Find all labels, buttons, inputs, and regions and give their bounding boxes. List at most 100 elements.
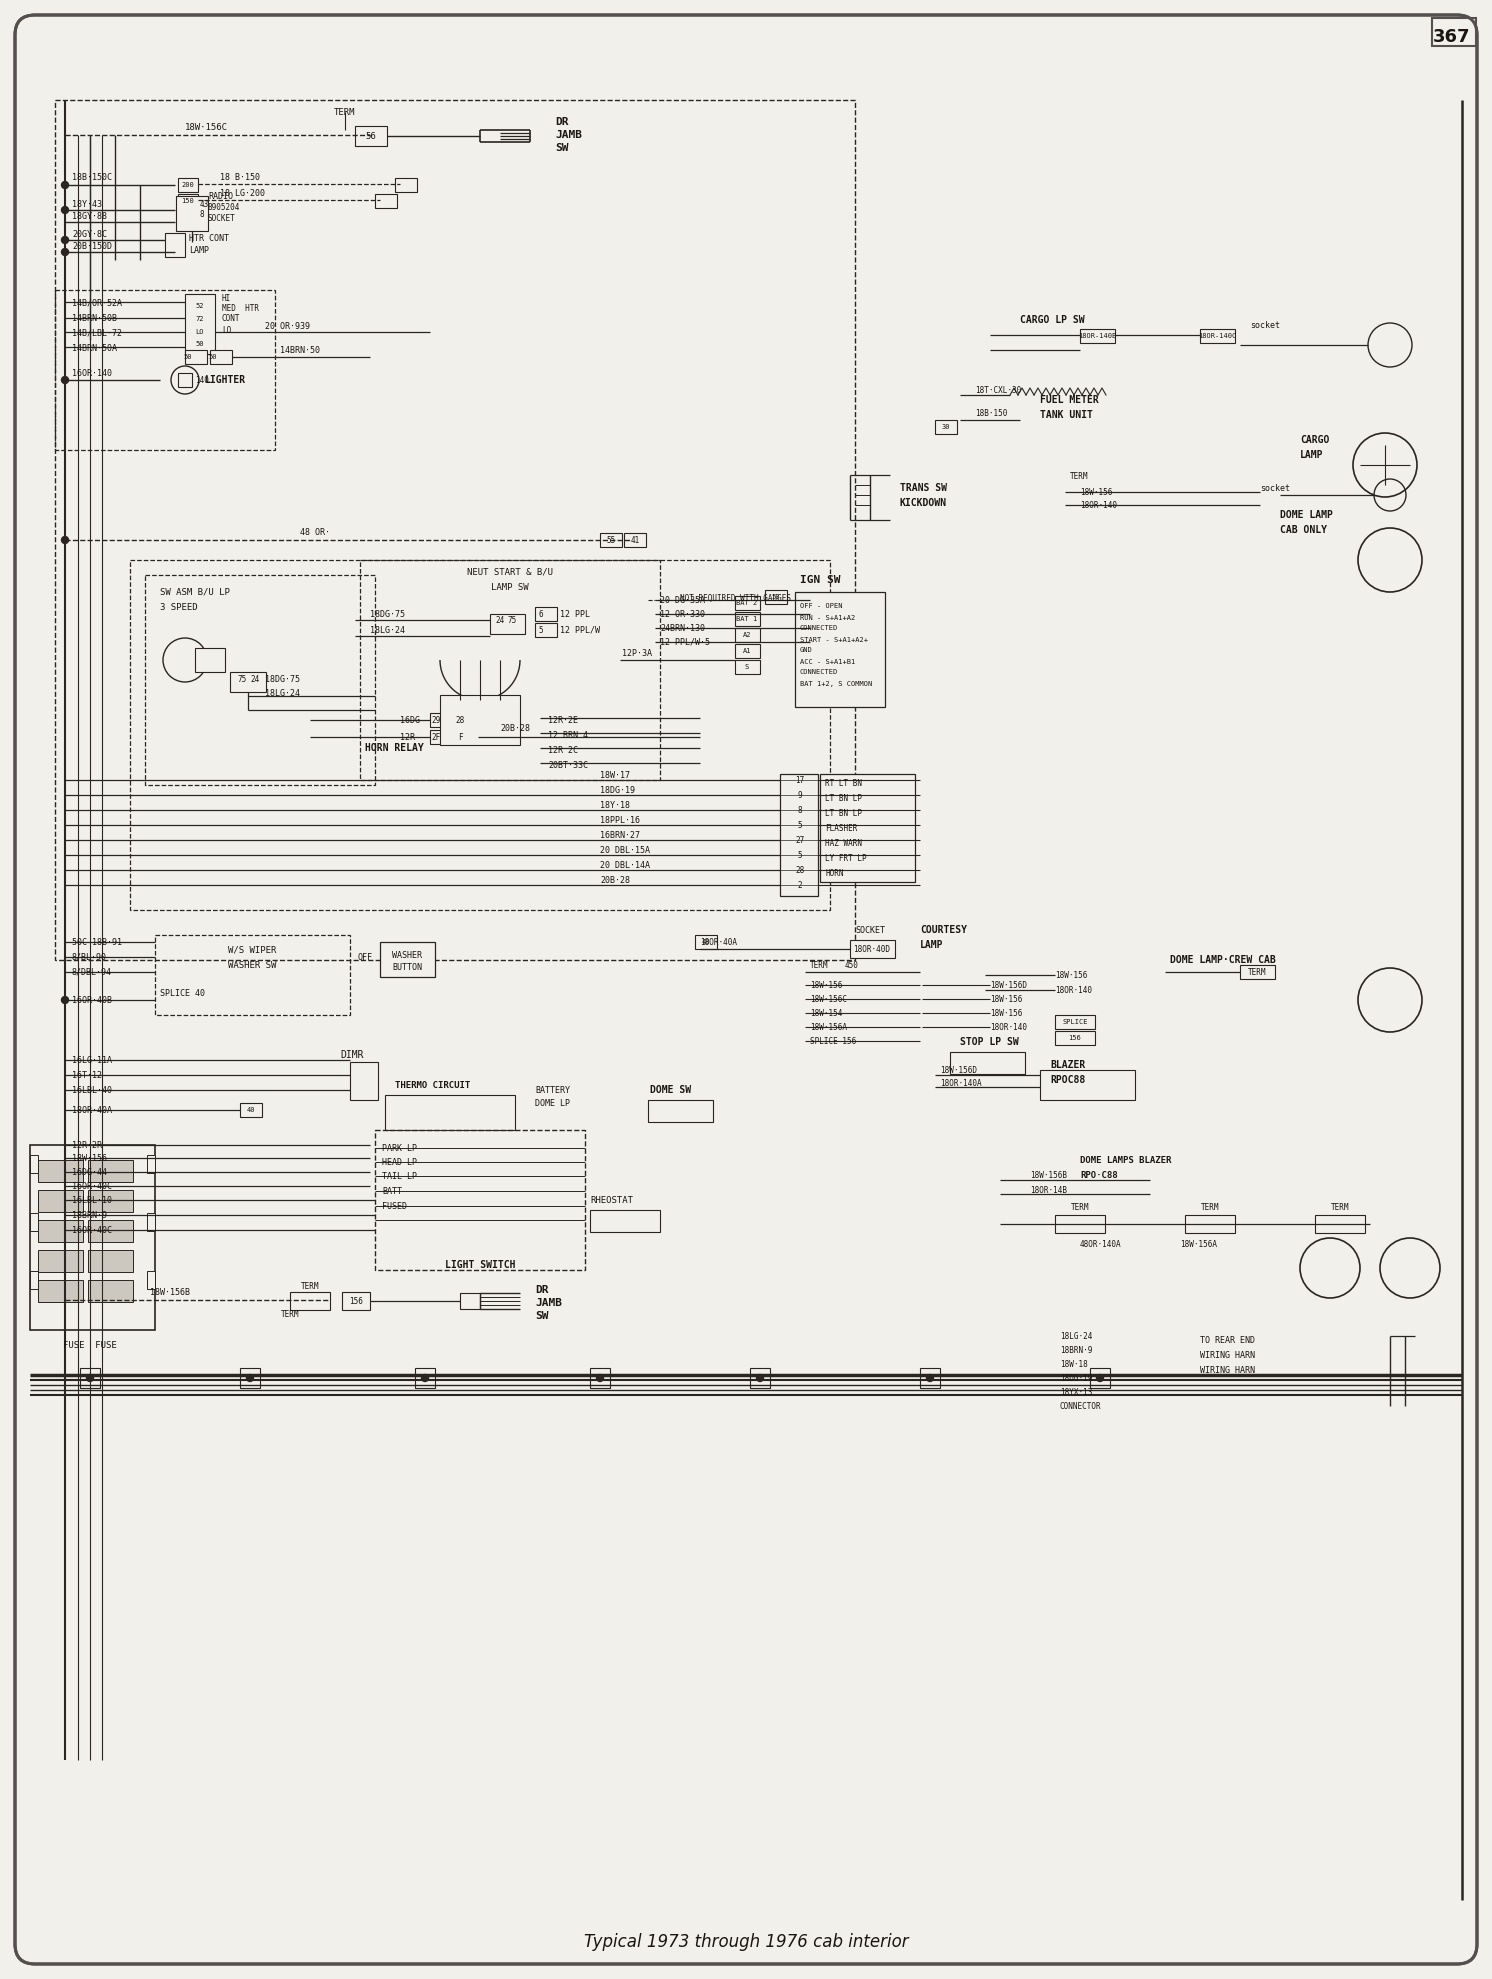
Text: SW: SW	[536, 1310, 549, 1322]
Bar	[795, 592, 885, 707]
Bar	[385, 1094, 515, 1130]
Text: 16LG·11A: 16LG·11A	[72, 1055, 112, 1065]
Text: 18LG·24: 18LG·24	[370, 625, 404, 635]
Text: DIMR: DIMR	[340, 1051, 364, 1061]
Text: 16BRN·27: 16BRN·27	[600, 831, 640, 839]
Text: RADIO: RADIO	[207, 192, 233, 200]
Text: BAT 1+2, S COMMON: BAT 1+2, S COMMON	[800, 681, 873, 687]
Text: NEUT START & B/U: NEUT START & B/U	[467, 568, 554, 576]
Text: COURTESY: COURTESY	[921, 924, 967, 934]
Bar	[30, 1146, 155, 1330]
Text: TO REAR END: TO REAR END	[1200, 1336, 1255, 1344]
Text: BUTTON: BUTTON	[392, 962, 422, 972]
Text: 18W·156: 18W·156	[810, 980, 843, 990]
Text: 20 DG·35A: 20 DG·35A	[659, 596, 706, 604]
Text: BAT 1: BAT 1	[737, 615, 758, 621]
Bar	[230, 673, 266, 693]
Bar	[148, 1271, 155, 1288]
Text: 16LBL·40: 16LBL·40	[72, 1086, 112, 1094]
Text: TAIL LP: TAIL LP	[382, 1172, 416, 1181]
Bar	[589, 1209, 659, 1233]
Text: FUSE  FUSE: FUSE FUSE	[63, 1340, 116, 1350]
Text: 20 DBL·14A: 20 DBL·14A	[600, 861, 651, 869]
Text: 28: 28	[795, 865, 804, 875]
Text: HEAD LP: HEAD LP	[382, 1158, 416, 1166]
Text: IGN SW: IGN SW	[800, 576, 840, 586]
Text: HI: HI	[222, 293, 231, 303]
Bar	[1080, 329, 1115, 342]
Bar	[440, 695, 521, 744]
Text: 18OR·140: 18OR·140	[991, 1023, 1026, 1031]
Text: 17: 17	[795, 776, 804, 784]
Text: LIGHTER: LIGHTER	[204, 374, 246, 386]
Text: 75: 75	[507, 615, 518, 625]
Bar	[1240, 966, 1276, 980]
Bar	[1200, 329, 1235, 342]
Bar	[600, 532, 622, 546]
Circle shape	[61, 376, 69, 384]
Text: 140: 140	[195, 376, 209, 384]
Bar	[1091, 1367, 1110, 1387]
Bar	[195, 647, 225, 673]
Text: 18W·17: 18W·17	[600, 770, 630, 780]
Bar	[430, 712, 452, 726]
Text: 48 OR·: 48 OR·	[300, 528, 330, 536]
Bar	[37, 1280, 84, 1302]
Text: DOME LAMP·CREW CAB: DOME LAMP·CREW CAB	[1170, 956, 1276, 966]
Text: 18T·CXL·30: 18T·CXL·30	[974, 386, 1021, 394]
Text: DOME LAMPS BLAZER: DOME LAMPS BLAZER	[1080, 1156, 1171, 1164]
Bar	[648, 1100, 713, 1122]
Bar	[145, 576, 374, 786]
Text: RT LT BN: RT LT BN	[825, 778, 862, 788]
Text: RPO·C88: RPO·C88	[1080, 1170, 1118, 1179]
Text: 18 B·150: 18 B·150	[219, 172, 260, 182]
Text: Typical 1973 through 1976 cab interior: Typical 1973 through 1976 cab interior	[583, 1933, 909, 1951]
Text: DR: DR	[536, 1284, 549, 1294]
Bar	[88, 1280, 133, 1302]
Bar	[1055, 1031, 1095, 1045]
Text: 18GY·88: 18GY·88	[72, 212, 107, 220]
Text: 50C 18B·91: 50C 18B·91	[72, 938, 122, 946]
Text: 40: 40	[246, 1106, 255, 1112]
Text: BLAZER: BLAZER	[1050, 1061, 1085, 1071]
Text: SPLICE 40: SPLICE 40	[160, 988, 204, 997]
Text: 3 SPEED: 3 SPEED	[160, 602, 197, 612]
Text: 14B/LBL·72: 14B/LBL·72	[72, 329, 122, 338]
Bar	[30, 1271, 37, 1288]
Bar	[55, 291, 275, 449]
Text: SW ASM B/U LP: SW ASM B/U LP	[160, 588, 230, 596]
Bar	[1055, 1015, 1095, 1029]
Bar	[240, 1102, 263, 1116]
Bar	[210, 350, 231, 364]
Text: TERM: TERM	[301, 1282, 319, 1290]
Text: 14BRN·50B: 14BRN·50B	[72, 313, 116, 323]
Text: SOCKET: SOCKET	[855, 926, 885, 934]
Text: TERM: TERM	[1201, 1203, 1219, 1211]
Text: 16OR·40C: 16OR·40C	[72, 1181, 112, 1191]
Text: DOME SW: DOME SW	[651, 1084, 691, 1094]
Text: JAMB: JAMB	[536, 1298, 562, 1308]
Text: 12R 2C: 12R 2C	[548, 746, 577, 754]
Text: 18W·156: 18W·156	[991, 995, 1022, 1003]
Text: 200: 200	[182, 182, 194, 188]
Text: 6: 6	[539, 610, 543, 619]
Text: 50: 50	[209, 354, 218, 360]
Circle shape	[61, 182, 69, 188]
Text: DOME LP: DOME LP	[536, 1098, 570, 1108]
Text: WIRING HARN: WIRING HARN	[1200, 1350, 1255, 1360]
Bar	[736, 612, 759, 625]
Text: ACC - S+A1+B1: ACC - S+A1+B1	[800, 659, 855, 665]
Text: FLASHER: FLASHER	[825, 823, 858, 833]
Text: 16DG: 16DG	[400, 716, 421, 724]
Text: 18DG·19: 18DG·19	[1059, 1373, 1092, 1383]
Text: 14BRN·50A: 14BRN·50A	[72, 344, 116, 352]
Text: 2F: 2F	[431, 732, 440, 742]
Text: DR: DR	[555, 117, 568, 127]
Text: 8/BL·90: 8/BL·90	[72, 952, 107, 962]
Text: 43: 43	[200, 200, 209, 208]
Bar	[489, 613, 525, 633]
Text: CONNECTED: CONNECTED	[800, 669, 839, 675]
Text: OFF - OPEN: OFF - OPEN	[800, 604, 843, 610]
Text: 18Y·18: 18Y·18	[600, 800, 630, 809]
Text: 18B·150: 18B·150	[974, 408, 1007, 418]
